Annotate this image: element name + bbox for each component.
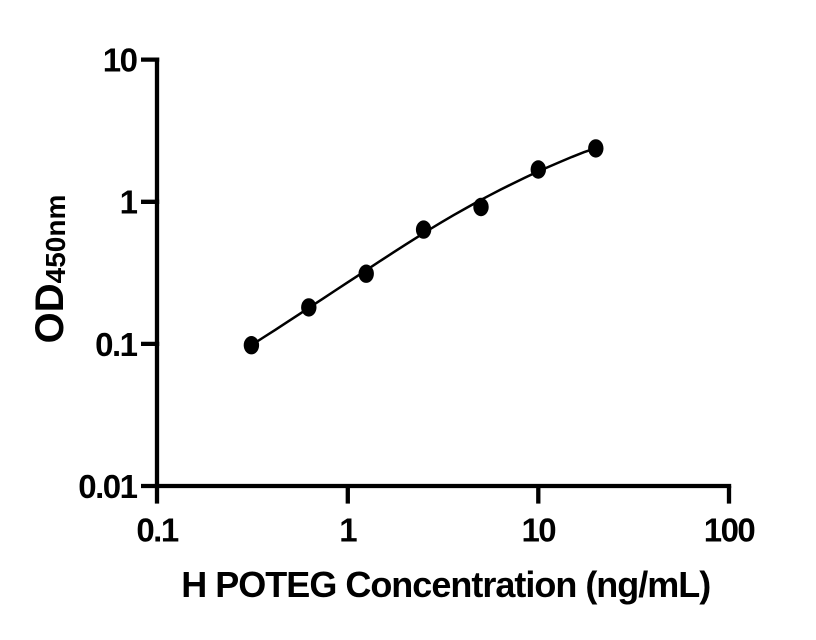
svg-text:0.1: 0.1: [136, 511, 179, 548]
svg-text:100: 100: [704, 511, 755, 548]
svg-text:1: 1: [339, 511, 357, 548]
svg-text:OD450nm: OD450nm: [28, 195, 72, 344]
svg-text:H POTEG Concentration (ng/mL): H POTEG Concentration (ng/mL): [181, 564, 710, 605]
svg-text:0.1: 0.1: [95, 326, 138, 363]
svg-text:10: 10: [103, 42, 137, 79]
svg-text:1: 1: [120, 184, 138, 221]
svg-text:0.01: 0.01: [78, 468, 137, 505]
svg-text:10: 10: [521, 511, 555, 548]
